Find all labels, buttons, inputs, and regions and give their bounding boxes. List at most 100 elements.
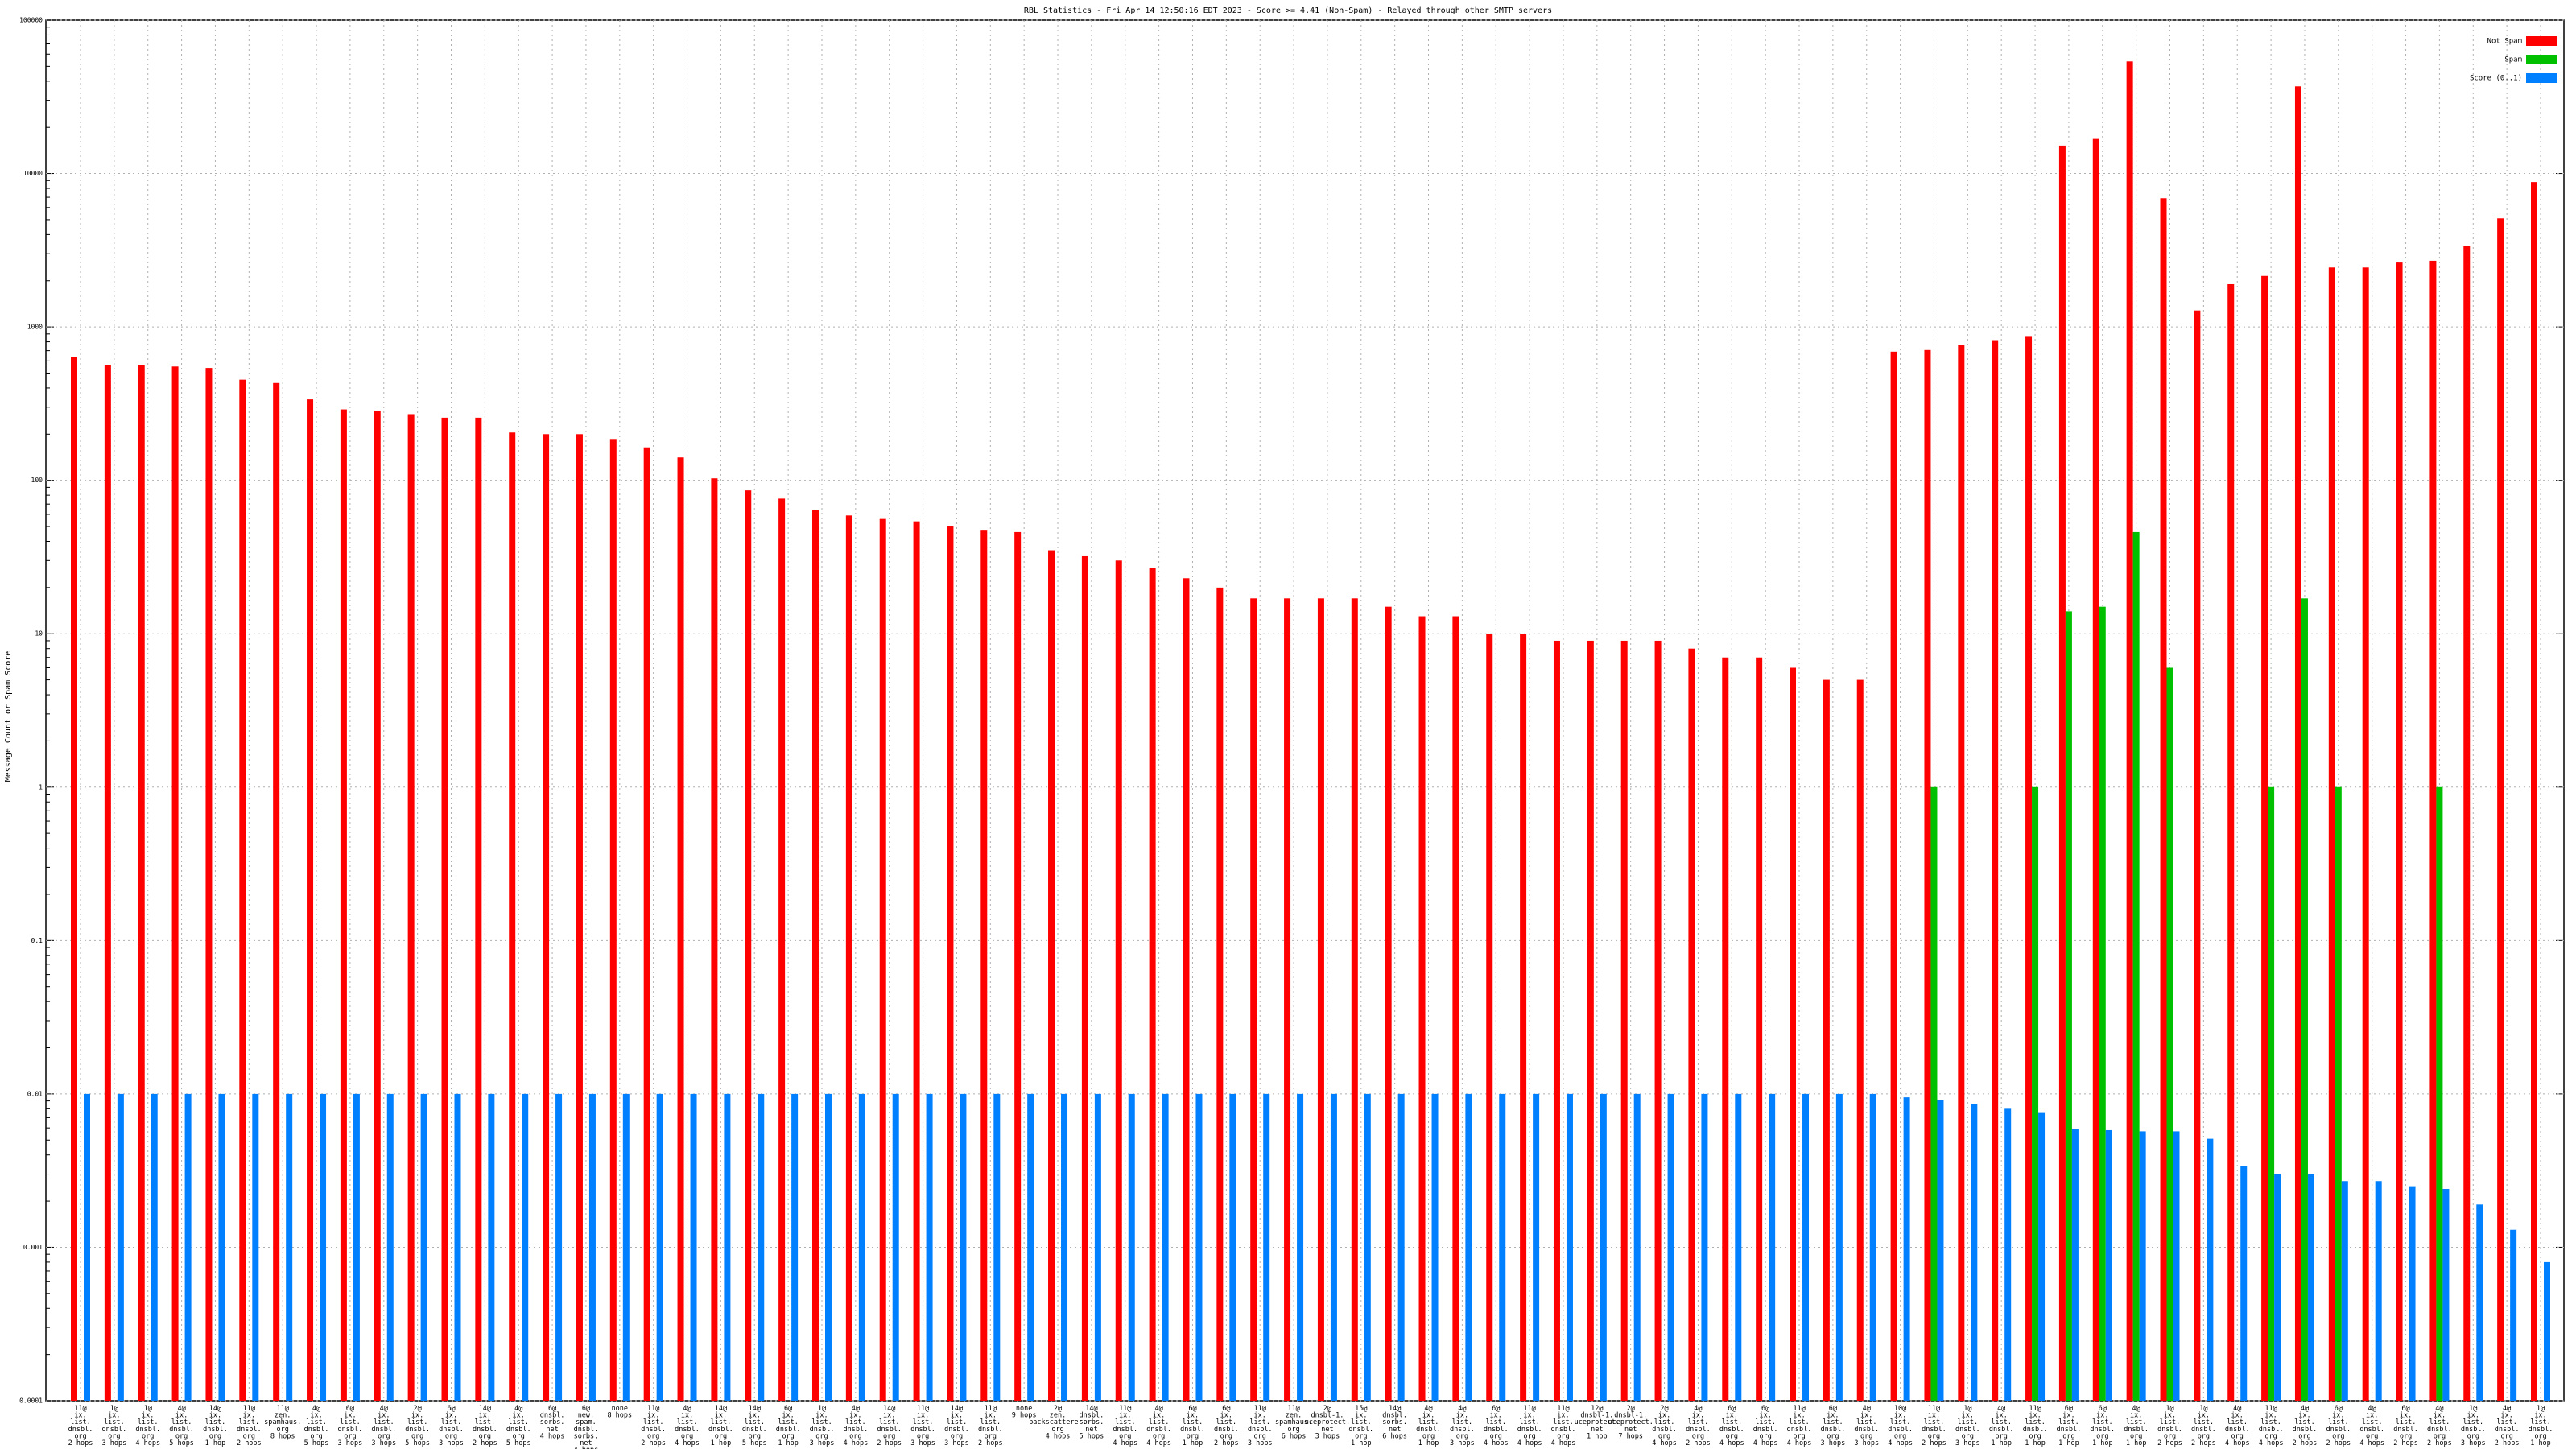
y-tick-label: 100 [31,477,43,484]
y-tick-label: 0.01 [27,1090,43,1097]
x-tick-label: 1@ ix. list. dnsbl. org 3 hops [102,1405,127,1447]
bar [1735,1093,1742,1401]
x-tick-label: 4@ ix. list. dnsbl. org 4 hops [2225,1405,2250,1447]
bar [1115,560,1122,1401]
bar [420,1093,427,1401]
bar [374,411,381,1402]
bar [2274,1174,2281,1401]
y-tick-label: 100000 [19,17,43,24]
bar [1061,1093,1068,1401]
bar [184,1093,192,1401]
bar [2099,606,2106,1401]
bar [543,434,550,1401]
plot-frame [45,19,2565,1402]
bar [745,490,752,1401]
x-tick-label: 11@ ix. list. dnsbl. org 2 hops [1922,1405,1946,1447]
bar [1992,340,1999,1401]
x-tick-label: 2@ zen. backscatterer. org 4 hops [1029,1405,1087,1440]
bar [454,1093,461,1401]
bar [892,1093,899,1401]
bar [858,1093,865,1401]
x-tick-label: none 8 hops [607,1405,632,1420]
x-tick-label: 6@ ix. list. dnsbl. org 2 hops [2393,1405,2418,1447]
x-tick-label: 1@ ix. list. dnsbl. org 3 hops [810,1405,835,1447]
bar [1149,568,1156,1401]
legend-label: Score (0..1) [2470,75,2522,83]
bar [947,526,954,1402]
bar [1688,648,1695,1401]
bar [1667,1093,1674,1401]
bar [879,518,886,1401]
bar [1553,640,1560,1401]
bar [2301,598,2308,1401]
bar [1890,351,1897,1401]
bar [441,417,448,1401]
x-tick-label: 11@ ix. list. dnsbl. org 4 hops [1551,1405,1576,1447]
x-tick-label: 6@ ix. list. dnsbl. org 1 hop [776,1405,801,1447]
bar [1533,1093,1540,1401]
x-tick-label: 11@ ix. list. dnsbl. org 4 hops [1113,1405,1137,1447]
bar [2065,611,2072,1401]
bar [1835,1093,1843,1401]
bar [1216,587,1224,1401]
bar [1520,634,1527,1401]
bar [151,1093,158,1401]
bar [1014,531,1022,1401]
bar [845,515,852,1402]
bar [1701,1093,1708,1401]
bar [407,414,415,1401]
x-tick-label: 6@ ix. list. dnsbl. org 3 hops [338,1405,363,1447]
x-tick-label: 4@ ix. list. dnsbl. org 2 hops [2427,1405,2452,1447]
x-tick-label: 14@ ix. list. dnsbl. org 5 hops [742,1405,767,1447]
bar [1284,598,1291,1401]
x-tick-label: 4@ ix. list. dnsbl. org 5 hops [169,1405,194,1447]
bar [2227,283,2235,1402]
bar [677,457,684,1401]
x-tick-label: 15@ ix. list. dnsbl. org 1 hop [1348,1405,1373,1447]
bar [2173,1131,2180,1401]
legend-swatch [2526,36,2557,46]
x-tick-label: 4@ ix. list. dnsbl. org 2 hops [1686,1405,1711,1447]
bar [1856,679,1864,1401]
bar [1263,1093,1270,1401]
x-tick-label: 4@ ix. list. dnsbl. org 3 hops [1450,1405,1475,1447]
x-tick-label: 14@ ix. list. dnsbl. org 3 hops [944,1405,969,1447]
x-tick-label: 4@ ix. list. dnsbl. org 5 hops [304,1405,329,1447]
bar [2510,1229,2517,1401]
bar [2025,336,2033,1401]
x-tick-label: 2@ dnsbl-1. uceprotect. net 3 hops [1305,1405,1350,1440]
bar [2038,1112,2046,1401]
bar [2160,198,2167,1401]
bar [1587,640,1594,1401]
x-tick-label: 6@ dnsbl. sorbs. net 4 hops [540,1405,565,1440]
bar [2139,1131,2146,1401]
y-tick-label: 1000 [27,324,43,331]
bar [1937,1100,1944,1401]
bar [576,434,583,1401]
bar [218,1093,225,1401]
bar [1317,598,1324,1401]
x-tick-label: 1@ ix. list. dnsbl. org 2 hops [2191,1405,2216,1447]
x-tick-label: 11@ ix. list. dnsbl. org 2 hops [68,1405,93,1447]
bar [84,1093,90,1401]
bar [1027,1093,1034,1401]
x-tick-label: 6@ ix. list. dnsbl. org 4 hops [1753,1405,1778,1447]
bar [1790,667,1797,1401]
x-tick-label: 4@ ix. list. dnsbl. org 1 hop [2124,1405,2149,1447]
bar [104,365,111,1401]
bar [2105,1129,2112,1401]
bar [1162,1093,1169,1401]
y-tick-label: 0.0001 [19,1397,43,1405]
y-tick-label: 0.001 [23,1244,43,1251]
x-tick-label: 11@ ix. list. dnsbl. org 1 hop [2023,1405,2048,1447]
bar [980,530,988,1401]
x-tick-label: 4@ ix. list. dnsbl. org 3 hops [371,1405,396,1447]
x-tick-label: 6@ ix. list. dnsbl. org 1 hop [2090,1405,2115,1447]
bar [2544,1261,2550,1401]
bar [353,1093,360,1401]
bar [960,1093,967,1401]
bar [1094,1093,1101,1401]
bar [386,1093,394,1401]
